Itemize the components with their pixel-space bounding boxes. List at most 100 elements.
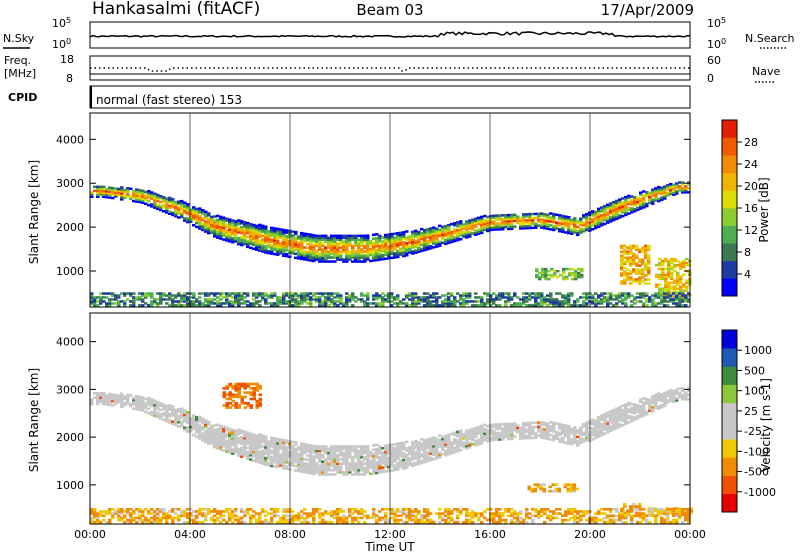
power-cell (630, 207, 634, 210)
velocity-cell (219, 431, 223, 434)
power-cell (261, 296, 265, 299)
velocity-cell (333, 466, 337, 470)
velocity-cell (555, 437, 559, 440)
velocity-cell (651, 405, 655, 409)
velocity-cell (192, 416, 196, 420)
power-cell (582, 304, 586, 307)
velocity-cell (213, 428, 217, 432)
power-cell (348, 256, 352, 259)
velocity-cell (228, 444, 232, 448)
velocity-cell (138, 408, 142, 411)
power-cell (282, 294, 286, 297)
power-cell (641, 268, 645, 271)
power-cell (123, 294, 127, 297)
power-cell (234, 298, 238, 301)
velocity-cell (321, 462, 325, 465)
colorbar-band (722, 208, 737, 226)
power-cell (240, 302, 244, 305)
velocity-cell (546, 424, 550, 428)
velocity-cell (378, 458, 382, 461)
velocity-cell (120, 394, 124, 398)
power-cell (507, 221, 511, 225)
velocity-cell (618, 425, 622, 428)
power-cell (627, 206, 631, 209)
power-cell (276, 253, 280, 256)
power-cell (504, 214, 508, 217)
velocity-cell (561, 430, 565, 433)
velocity-cell (165, 413, 169, 416)
power-cell (568, 271, 572, 275)
velocity-cell (111, 404, 115, 407)
velocity-cell (666, 401, 670, 404)
power-cell (180, 201, 184, 205)
power-cell (366, 254, 370, 257)
power-cell (375, 245, 379, 248)
power-cell (600, 222, 604, 225)
power-cell (561, 294, 565, 297)
power-cell (204, 216, 208, 219)
power-cell (279, 228, 283, 231)
power-cell (183, 294, 187, 297)
power-cell (687, 298, 691, 301)
velocity-cell (393, 449, 397, 452)
power-cell (210, 300, 214, 303)
power-cell (561, 228, 565, 232)
power-cell (673, 289, 677, 292)
power-cell (315, 252, 319, 255)
power-cell (282, 236, 286, 240)
power-cell (432, 246, 436, 249)
power-cell (309, 300, 313, 303)
velocity-cell (327, 456, 331, 459)
power-cell (597, 225, 601, 228)
power-cell (618, 216, 622, 219)
velocity-cell (171, 405, 175, 408)
power-cell (639, 191, 643, 194)
power-cell (375, 243, 379, 246)
power-cell (603, 208, 607, 212)
power-cell (435, 304, 439, 307)
power-cell (621, 207, 625, 210)
power-cell (267, 242, 271, 245)
power-cell (447, 298, 451, 301)
power-cell (441, 300, 445, 303)
power-cell (531, 304, 535, 307)
power-cell (540, 296, 544, 299)
power-x-ticks (89, 301, 691, 307)
power-cell (204, 228, 208, 231)
power-cell (456, 236, 460, 240)
power-cell (567, 223, 571, 227)
power-cell (615, 207, 619, 211)
velocity-cell (645, 397, 649, 401)
velocity-cell (459, 431, 463, 435)
power-cell (348, 250, 352, 253)
velocity-cell (411, 451, 415, 455)
power-cell (555, 213, 559, 216)
power-cell (105, 188, 109, 191)
power-cell (345, 254, 349, 257)
power-cell (261, 230, 265, 233)
power-cell (546, 217, 550, 221)
velocity-cell (660, 395, 664, 398)
power-cell (644, 274, 648, 277)
power-cell (642, 292, 646, 295)
velocity-cell (572, 489, 576, 493)
power-cell (303, 258, 307, 261)
velocity-cell (156, 407, 160, 410)
power-cell (210, 292, 214, 295)
power-cell (552, 212, 556, 216)
velocity-cell (684, 391, 688, 395)
velocity-cell (375, 447, 379, 451)
power-cell (644, 278, 648, 281)
power-cell (681, 191, 685, 194)
velocity-cell (258, 433, 262, 436)
power-cell (204, 220, 208, 223)
velocity-cell (225, 426, 229, 430)
power-cell (465, 292, 469, 295)
velocity-cell (546, 426, 550, 430)
power-cell (510, 219, 514, 223)
power-cell (531, 296, 535, 299)
velocity-cell (171, 407, 175, 411)
power-cell (387, 298, 391, 301)
power-cell (135, 198, 139, 201)
velocity-cell (444, 443, 448, 446)
